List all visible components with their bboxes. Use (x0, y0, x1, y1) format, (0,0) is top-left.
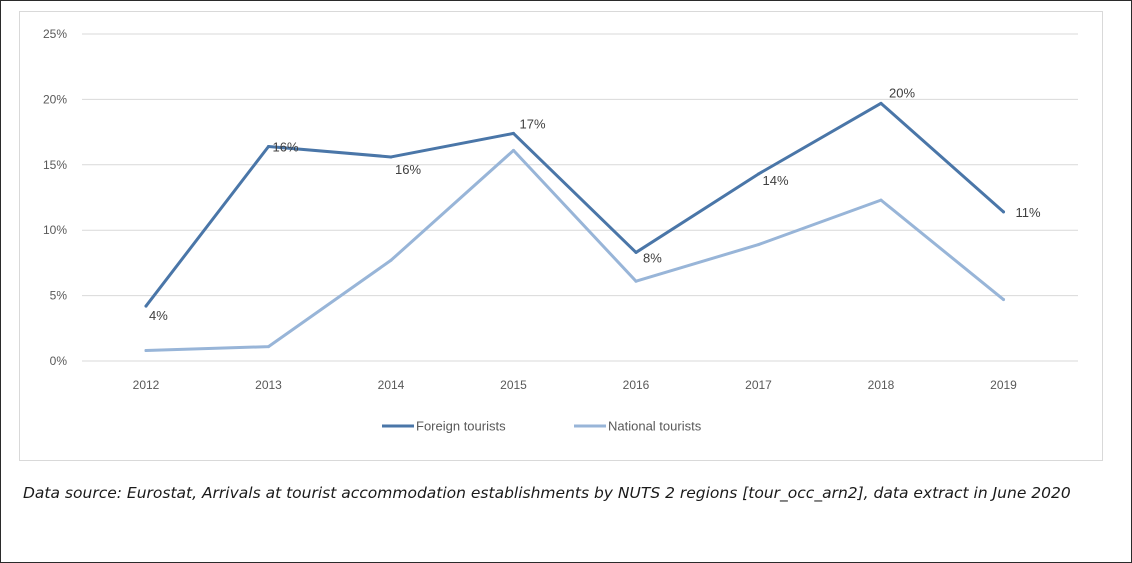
data-point (389, 258, 393, 262)
series-line-national-tourists (144, 148, 1005, 353)
data-label: 14% (763, 173, 789, 188)
x-tick-label: 2012 (133, 378, 160, 392)
data-source-caption: Data source: Eurostat, Arrivals at touri… (23, 484, 1071, 502)
y-tick-label: 20% (43, 92, 67, 106)
y-tick-label: 25% (43, 27, 67, 41)
data-label: 20% (889, 85, 915, 100)
data-point (757, 172, 760, 176)
y-tick-label: 10% (43, 223, 67, 237)
data-point (634, 279, 638, 283)
data-label: 8% (643, 250, 662, 265)
data-point (512, 148, 515, 152)
data-point (144, 304, 148, 308)
data-point (879, 101, 883, 105)
data-point (512, 131, 515, 135)
data-label: 11% (1016, 205, 1041, 220)
data-point (389, 155, 393, 159)
data-point (1002, 298, 1005, 302)
x-tick-label: 2018 (868, 378, 895, 392)
data-point (1002, 210, 1005, 214)
data-label: 16% (395, 162, 421, 177)
y-tick-label: 0% (50, 354, 68, 368)
y-tick-label: 5% (50, 289, 68, 303)
legend-label: Foreign tourists (416, 419, 506, 434)
x-tick-label: 2013 (255, 378, 282, 392)
data-label: 4% (149, 308, 168, 323)
data-point (757, 243, 760, 247)
line-chart: 0% 5% 10% 15% 20% 25% 2012 2013 2014 2015 2016 2017… (43, 27, 1078, 434)
data-point (267, 345, 270, 349)
series-line-foreign-tourists (144, 101, 1005, 308)
data-point (144, 349, 148, 353)
y-tick-label: 15% (43, 158, 67, 172)
data-label: 17% (520, 116, 546, 131)
x-tick-label: 2016 (623, 378, 650, 392)
x-tick-label: 2014 (378, 378, 405, 392)
x-tick-label: 2015 (500, 378, 527, 392)
x-tick-label: 2017 (745, 378, 772, 392)
chart-area: 0% 5% 10% 15% 20% 25% 2012 2013 2014 2015 2016 2017… (19, 11, 1103, 461)
data-point (879, 198, 883, 202)
data-label: 16% (273, 139, 299, 154)
legend-label: National tourists (608, 419, 702, 434)
data-point (634, 250, 638, 254)
data-point (267, 144, 270, 148)
x-tick-label: 2019 (990, 378, 1017, 392)
